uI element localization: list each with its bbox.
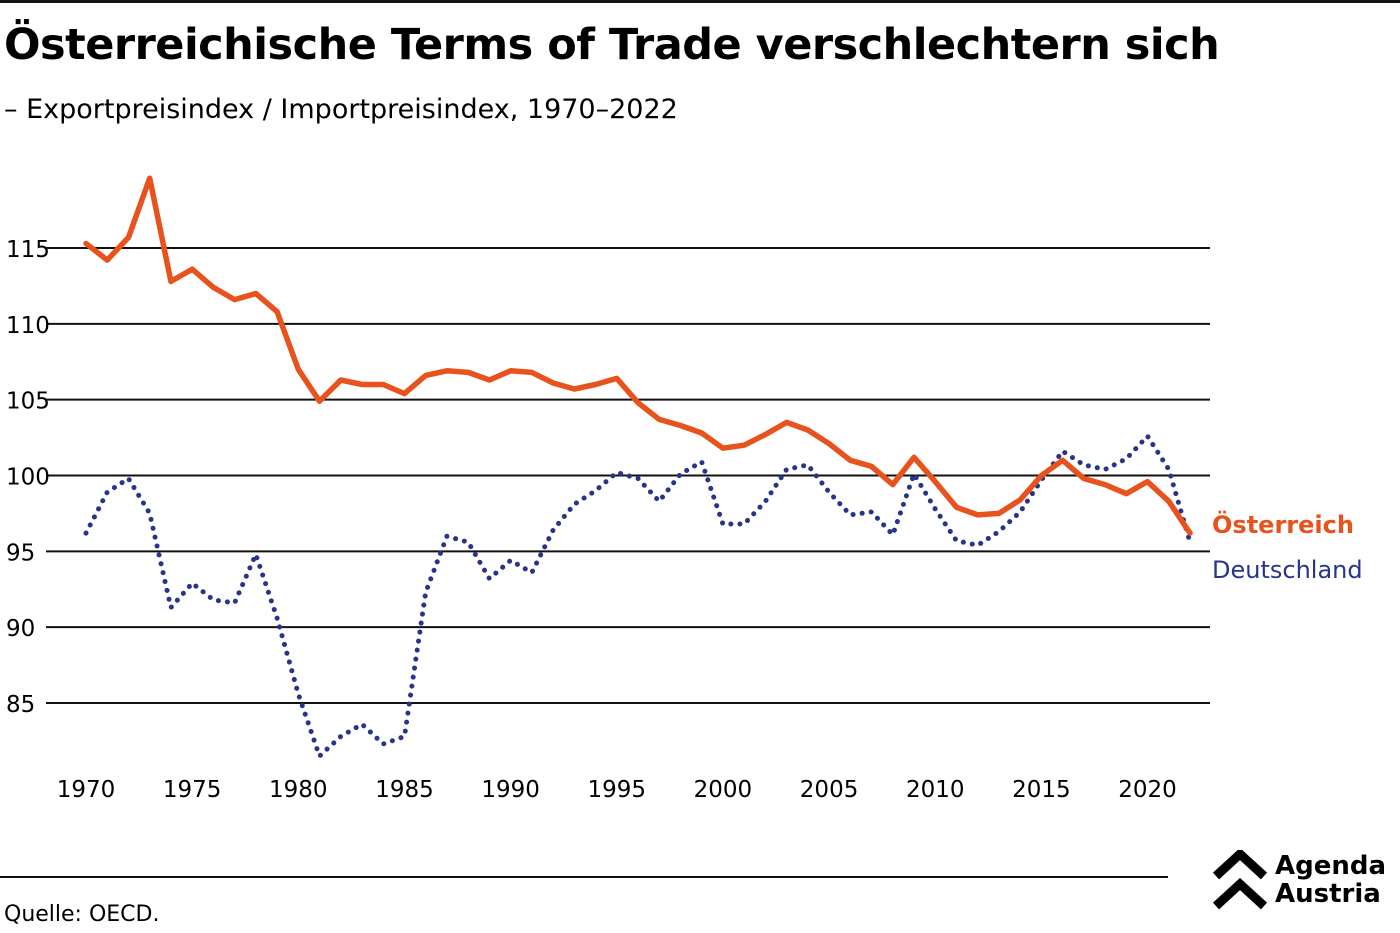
y-tick-label: 95 [6,540,35,566]
x-tick-label: 2010 [906,777,965,803]
top-rule [0,0,1400,3]
chart-title: Österreichische Terms of Trade verschlec… [4,20,1220,70]
series [83,175,1193,759]
x-tick-label: 1985 [375,777,434,803]
y-tick-label: 85 [6,692,35,718]
y-tick-label: 115 [6,237,50,263]
x-tick-label: 1990 [481,777,540,803]
series-label-deutschland: Deutschland [1212,556,1363,584]
agenda-austria-logo: Agenda Austria [1212,850,1400,920]
x-tick-label: 1975 [163,777,222,803]
y-tick-label: 90 [6,616,35,642]
x-tick-label: 2000 [694,777,753,803]
gridlines [46,247,1210,704]
x-tick-label: 1995 [587,777,646,803]
x-tick-label: 2005 [800,777,859,803]
logo-line-2: Austria [1275,879,1381,909]
x-tick-label: 2015 [1012,777,1071,803]
x-tick-label: 1980 [269,777,328,803]
x-tick-label: 2020 [1118,777,1177,803]
series-labels: Österreich Deutschland [1212,509,1363,584]
series-line-oesterreich [83,175,1193,536]
logo-line-1: Agenda [1275,851,1387,881]
logo-wordmark: Agenda Austria [1275,852,1386,908]
series-line-deutschland [83,433,1193,759]
bottom-rule [0,876,1168,878]
y-tick-label: 110 [6,313,50,339]
source-note: Quelle: OECD. [4,902,160,927]
y-tick-label: 100 [6,465,50,491]
double-chevron-icon [1212,850,1268,910]
x-tick-label: 1970 [57,777,116,803]
y-axis-ticks: 85 90 95 100 105 110 115 [6,237,50,718]
chart-subtitle: – Exportpreisindex / Importpreisindex, 1… [4,94,678,125]
y-tick-label: 105 [6,389,50,415]
x-axis-ticks: 1970 1975 1980 1985 1990 1995 2000 2005 2010 2015… [57,777,1177,803]
series-label-oesterreich: Österreich [1212,509,1354,539]
